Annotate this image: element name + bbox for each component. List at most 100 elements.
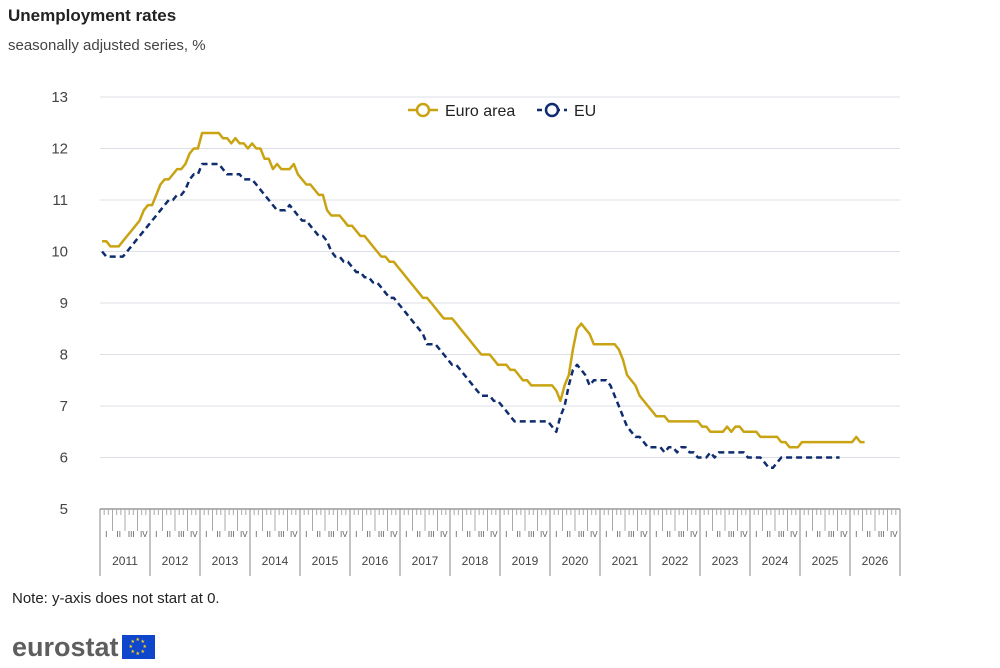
y-tick-label: 11 bbox=[52, 192, 68, 209]
series-line-eu bbox=[101, 162, 840, 470]
quarter-label: II bbox=[567, 530, 571, 539]
year-label: 2013 bbox=[212, 554, 239, 568]
series-line-euro-area bbox=[102, 131, 865, 449]
quarter-label: IV bbox=[590, 530, 598, 539]
quarter-label: IV bbox=[640, 530, 648, 539]
quarter-label: III bbox=[328, 530, 335, 539]
quarter-label: III bbox=[178, 530, 185, 539]
year-label: 2021 bbox=[612, 554, 639, 568]
quarter-label: III bbox=[828, 530, 835, 539]
quarter-label: III bbox=[128, 530, 135, 539]
quarter-label: II bbox=[667, 530, 671, 539]
quarter-label: II bbox=[217, 530, 221, 539]
y-tick-label: 10 bbox=[51, 244, 68, 261]
quarter-label: II bbox=[317, 530, 321, 539]
quarter-label: III bbox=[428, 530, 435, 539]
year-label: 2015 bbox=[312, 554, 339, 568]
quarter-label: II bbox=[417, 530, 421, 539]
quarter-label: I bbox=[405, 530, 407, 539]
quarter-label: III bbox=[378, 530, 385, 539]
quarter-label: IV bbox=[840, 530, 848, 539]
quarter-label: IV bbox=[790, 530, 798, 539]
quarter-label: III bbox=[628, 530, 635, 539]
year-label: 2017 bbox=[412, 554, 439, 568]
quarter-label: I bbox=[605, 530, 607, 539]
quarter-label: IV bbox=[490, 530, 498, 539]
legend-marker bbox=[415, 102, 431, 118]
quarter-label: IV bbox=[390, 530, 398, 539]
year-label: 2016 bbox=[362, 554, 389, 568]
quarter-label: IV bbox=[140, 530, 148, 539]
y-tick-label: 13 bbox=[51, 89, 68, 106]
quarter-label: II bbox=[817, 530, 821, 539]
eurostat-logo: eurostat ★ ★ ★ ★ ★ ★ ★ ★ bbox=[12, 632, 155, 662]
y-tick-label: 7 bbox=[60, 398, 68, 415]
quarter-label: III bbox=[228, 530, 235, 539]
legend: Euro area EU bbox=[408, 102, 596, 120]
y-tick-label: 9 bbox=[60, 295, 68, 312]
axis-note: Note: y-axis does not start at 0. bbox=[12, 590, 220, 607]
quarter-label: I bbox=[255, 530, 257, 539]
quarter-label: III bbox=[278, 530, 285, 539]
quarter-label: III bbox=[778, 530, 785, 539]
gridlines bbox=[100, 96, 900, 458]
quarter-label: III bbox=[578, 530, 585, 539]
quarter-label: II bbox=[517, 530, 521, 539]
y-tick-label: 5 bbox=[60, 501, 68, 518]
year-label: 2024 bbox=[762, 554, 789, 568]
year-label: 2019 bbox=[512, 554, 539, 568]
quarter-label: I bbox=[305, 530, 307, 539]
year-label: 2020 bbox=[562, 554, 589, 568]
quarter-label: III bbox=[728, 530, 735, 539]
legend-label: Euro area bbox=[445, 103, 515, 120]
quarter-label: II bbox=[267, 530, 271, 539]
eu-flag-icon: ★ ★ ★ ★ ★ ★ ★ ★ bbox=[121, 635, 155, 659]
chart-title: Unemployment rates bbox=[8, 6, 177, 25]
quarter-label: IV bbox=[540, 530, 548, 539]
quarter-label: I bbox=[155, 530, 157, 539]
quarter-label: IV bbox=[890, 530, 898, 539]
quarter-label: III bbox=[878, 530, 885, 539]
quarter-label: II bbox=[717, 530, 721, 539]
quarter-label: II bbox=[467, 530, 471, 539]
quarter-label: IV bbox=[290, 530, 298, 539]
quarter-label: I bbox=[205, 530, 207, 539]
quarter-label: I bbox=[755, 530, 757, 539]
logo-text: eurostat bbox=[12, 631, 119, 662]
quarter-label: IV bbox=[240, 530, 248, 539]
quarter-label: I bbox=[555, 530, 557, 539]
quarter-label: III bbox=[528, 530, 535, 539]
quarter-label: II bbox=[367, 530, 371, 539]
series-lines bbox=[101, 131, 865, 470]
y-tick-label: 12 bbox=[51, 141, 68, 158]
legend-item-eu: EU bbox=[537, 102, 596, 120]
legend-label: EU bbox=[574, 103, 596, 120]
quarter-label: II bbox=[117, 530, 121, 539]
quarter-label: II bbox=[767, 530, 771, 539]
quarter-label: IV bbox=[690, 530, 698, 539]
year-label: 2011 bbox=[112, 554, 138, 568]
quarter-label: I bbox=[805, 530, 807, 539]
y-axis-labels: 5 6 7 8 9 10 11 12 13 bbox=[51, 89, 68, 518]
quarter-label: I bbox=[505, 530, 507, 539]
year-label: 2022 bbox=[662, 554, 689, 568]
quarter-label: I bbox=[855, 530, 857, 539]
quarter-label: IV bbox=[340, 530, 348, 539]
chart-subtitle: seasonally adjusted series, % bbox=[8, 37, 206, 54]
quarter-label: IV bbox=[740, 530, 748, 539]
y-tick-label: 8 bbox=[60, 347, 68, 364]
quarter-label: I bbox=[705, 530, 707, 539]
year-label: 2025 bbox=[812, 554, 839, 568]
year-label: 2026 bbox=[862, 554, 889, 568]
quarter-label: III bbox=[678, 530, 685, 539]
quarter-label: I bbox=[355, 530, 357, 539]
legend-item-euro-area: Euro area bbox=[408, 102, 515, 120]
y-tick-label: 6 bbox=[60, 450, 68, 467]
quarter-label: III bbox=[478, 530, 485, 539]
year-label: 2014 bbox=[262, 554, 289, 568]
quarter-label: II bbox=[867, 530, 871, 539]
quarter-label: I bbox=[655, 530, 657, 539]
year-label: 2018 bbox=[462, 554, 489, 568]
